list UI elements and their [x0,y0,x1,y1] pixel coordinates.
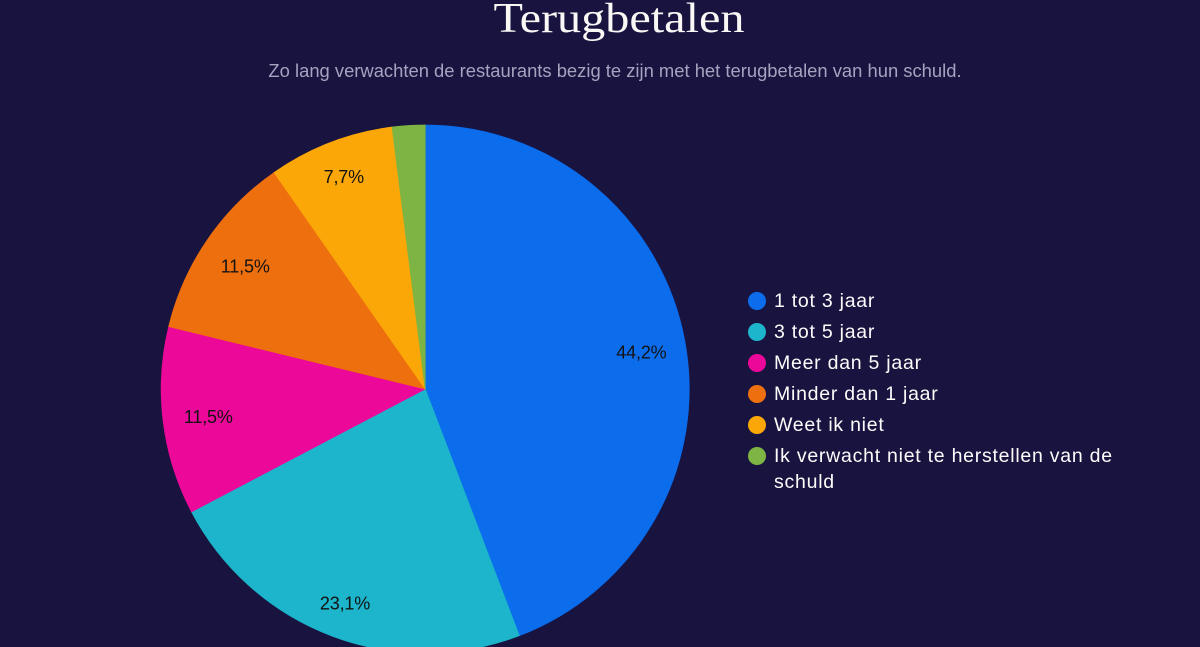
svg-text:44,2%: 44,2% [616,343,666,363]
svg-text:23,1%: 23,1% [320,594,370,614]
svg-text:7,7%: 7,7% [324,167,365,187]
svg-text:11,5%: 11,5% [184,407,233,427]
svg-text:11,5%: 11,5% [221,257,270,277]
